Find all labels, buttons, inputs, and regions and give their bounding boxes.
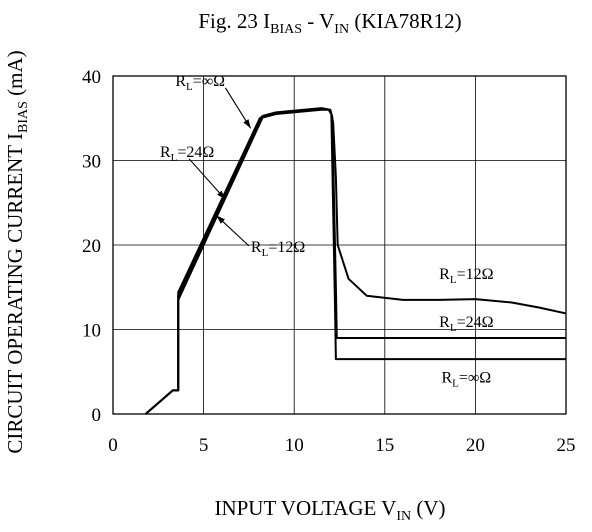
series-label-main: R [439,314,450,331]
series-label-main: R [439,266,450,283]
y-tick-label: 20 [82,236,101,257]
series-label-value: =12Ω [268,239,305,256]
series-label: RL=∞Ω [175,73,225,93]
series-label-sub: L [450,274,457,286]
y-tick-label: 10 [82,321,101,342]
annotation-arrowhead [217,190,226,200]
series-label-value: =∞Ω [193,73,225,90]
curves [144,107,567,415]
series-line [144,107,567,415]
series-label-value: =24Ω [457,314,494,331]
series-label: RL=24Ω [439,314,493,334]
x-tick-label: 15 [375,435,394,456]
x-tick-label: 25 [557,435,576,456]
y-tick-label: 0 [92,405,102,426]
y-tick-label: 40 [82,67,101,88]
x-tick-label: 5 [199,435,209,456]
series-label-main: R [251,239,262,256]
y-tick-label: 30 [82,152,101,173]
series-label-sub: L [262,247,269,259]
series-label-value: =∞Ω [459,370,491,387]
series-label-value: =12Ω [457,266,494,283]
series-label-main: R [441,370,452,387]
series-label-sub: L [186,81,193,93]
series-label: RL=12Ω [251,239,305,259]
y-tick-labels: 0 10 20 30 40 [82,67,101,426]
series-label-sub: L [171,152,178,164]
series-label-value: =24Ω [177,144,214,161]
annotation-leader [188,158,226,200]
x-tick-label: 10 [285,435,304,456]
chart-title: Fig. 23 IBIAS - VIN (KIA78R12) [198,9,461,37]
series-label-sub: L [452,378,459,390]
x-tick-label: 0 [108,435,118,456]
series-label-sub: L [450,322,457,334]
x-tick-label: 20 [466,435,485,456]
annotation-arrowhead [243,119,251,129]
series-label-main: R [175,73,186,90]
series-label: RL=∞Ω [441,370,491,390]
annotation-arrowhead [216,215,225,224]
grid [112,75,567,415]
x-tick-labels: 0 5 10 15 20 25 [108,435,575,456]
plot-frame [112,75,567,415]
x-axis-label: INPUT VOLTAGE VIN (V) [214,496,445,524]
y-axis-label: CIRCUIT OPERATING CURRENT IBIAS (mA) [3,50,31,453]
series-label: RL=12Ω [439,266,493,286]
series-label-main: R [160,144,171,161]
series-label: RL=24Ω [160,144,214,164]
